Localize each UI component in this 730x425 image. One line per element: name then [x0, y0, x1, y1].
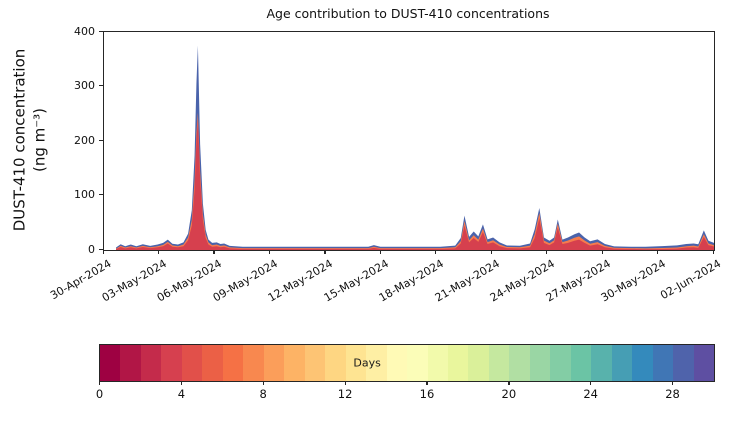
colorbar-segment: [550, 345, 571, 381]
colorbar-segment: [611, 345, 633, 381]
colorbar-label: Days: [353, 356, 381, 370]
x-tick-mark: [490, 250, 492, 254]
colorbar-tick-label: 4: [177, 387, 186, 401]
colorbar-tick-mark: [262, 381, 264, 385]
x-tick-mark: [157, 250, 160, 254]
colorbar-tick-label: 0: [95, 387, 104, 401]
colorbar-segment: [407, 345, 428, 381]
colorbar-tick-label: 24: [583, 387, 599, 401]
colorbar-tick-label: 20: [501, 387, 517, 401]
colorbar-segment: [488, 345, 510, 381]
y-tick-mark: [99, 139, 103, 141]
colorbar-segment: [222, 345, 244, 381]
colorbar-tick-label: 16: [419, 387, 435, 401]
colorbar-segment: [529, 345, 551, 381]
colorbar-tick-mark: [344, 381, 346, 385]
colorbar-segment: [427, 345, 448, 381]
colorbar-tick-mark: [672, 381, 674, 385]
colorbar-segment: [468, 345, 489, 381]
y-tick-mark: [99, 248, 103, 250]
x-tick-mark: [546, 250, 548, 254]
chart-title: Age contribution to DUST-410 concentrati…: [266, 6, 550, 21]
x-tick-mark: [657, 250, 659, 254]
y-tick-mark: [99, 85, 103, 87]
y-tick-mark: [99, 30, 103, 32]
colorbar-tick-mark: [590, 381, 592, 385]
x-tick-mark: [268, 250, 271, 254]
colorbar-segment: [100, 345, 121, 381]
x-tick-mark: [601, 250, 603, 254]
age-colorbar: Days: [99, 344, 715, 382]
colorbar-segment: [284, 345, 305, 381]
colorbar-tick-label: 12: [337, 387, 353, 401]
colorbar-tick-label: 8: [259, 387, 267, 401]
colorbar-tick-label: 28: [665, 387, 680, 401]
colorbar-segment: [591, 345, 612, 381]
x-tick-mark: [379, 250, 381, 254]
colorbar-tick-mark: [180, 381, 183, 385]
colorbar-segment: [243, 345, 264, 381]
stacked-area-chart: [116, 45, 714, 250]
colorbar-segment: [325, 345, 346, 381]
x-tick-mark: [712, 250, 714, 254]
colorbar-segment: [120, 345, 141, 381]
x-tick-label: 02-Jun-2024: [658, 257, 724, 303]
y-axis-label: DUST-410 concentration (ng m⁻³): [11, 49, 50, 232]
colorbar-segment: [202, 345, 223, 381]
area-mid-age: [116, 112, 714, 250]
colorbar-segment: [386, 345, 408, 381]
colorbar-segment: [570, 345, 592, 381]
y-tick-label: 400: [74, 24, 95, 38]
colorbar-tick-mark: [426, 381, 428, 385]
y-axis-label-line1: DUST-410 concentration: [10, 48, 29, 232]
y-axis-label-line2: (ng m⁻³): [30, 107, 48, 173]
time-series-plot: [103, 31, 715, 251]
y-tick-label: 0: [88, 242, 95, 256]
colorbar-segment: [632, 345, 653, 381]
colorbar-segment: [263, 345, 285, 381]
y-tick-label: 100: [74, 188, 95, 201]
colorbar-segment: [304, 345, 326, 381]
colorbar-segment: [366, 345, 387, 381]
colorbar-tick-mark: [99, 381, 101, 385]
colorbar-segment: [345, 345, 367, 381]
colorbar-segment: [161, 345, 182, 381]
colorbar-segment: [509, 345, 530, 381]
y-tick-label: 200: [74, 133, 95, 147]
colorbar-segment: [140, 345, 162, 381]
colorbar-segment: [447, 345, 469, 381]
y-tick-mark: [99, 194, 103, 196]
colorbar-segment: [693, 345, 715, 381]
colorbar-segment: [181, 345, 203, 381]
x-tick-mark: [324, 250, 326, 254]
colorbar-segment: [652, 345, 674, 381]
y-tick-label: 300: [74, 79, 95, 92]
area-old-age: [116, 45, 714, 250]
x-tick-mark: [102, 250, 104, 254]
x-tick-mark: [213, 250, 215, 254]
colorbar-segment: [673, 345, 694, 381]
colorbar-tick-mark: [508, 381, 510, 385]
x-tick-mark: [435, 250, 437, 254]
